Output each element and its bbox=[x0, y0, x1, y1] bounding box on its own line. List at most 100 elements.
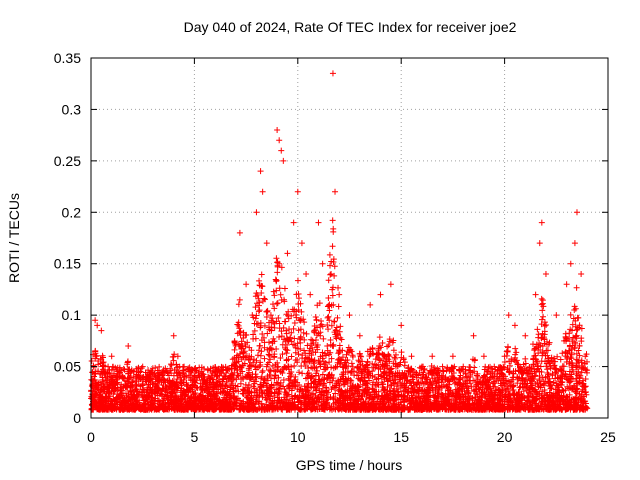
data-point bbox=[157, 390, 164, 397]
data-point bbox=[359, 405, 366, 412]
data-point bbox=[538, 295, 545, 302]
data-point bbox=[322, 365, 329, 372]
data-point bbox=[330, 228, 337, 235]
data-point bbox=[237, 351, 244, 358]
data-point bbox=[292, 404, 299, 411]
data-point bbox=[127, 374, 134, 381]
data-point bbox=[326, 404, 333, 411]
data-point bbox=[276, 285, 283, 292]
data-point bbox=[354, 384, 361, 391]
data-point bbox=[391, 354, 398, 361]
data-point bbox=[569, 321, 576, 328]
data-point bbox=[183, 373, 190, 380]
data-point bbox=[163, 368, 170, 375]
data-point bbox=[409, 374, 416, 381]
data-point bbox=[249, 371, 256, 378]
data-point bbox=[235, 301, 242, 308]
data-point bbox=[265, 324, 272, 331]
data-point bbox=[228, 373, 235, 380]
data-point bbox=[264, 307, 271, 314]
data-point bbox=[400, 356, 407, 363]
data-point bbox=[286, 377, 293, 384]
data-point bbox=[280, 376, 287, 383]
data-point bbox=[552, 393, 559, 400]
data-point bbox=[364, 348, 371, 355]
data-point bbox=[179, 396, 186, 403]
data-point bbox=[436, 367, 443, 374]
data-point bbox=[349, 353, 356, 360]
data-point bbox=[533, 396, 540, 403]
data-point bbox=[228, 395, 235, 402]
data-point bbox=[223, 382, 230, 389]
data-point bbox=[476, 386, 483, 393]
data-point bbox=[374, 381, 381, 388]
data-point bbox=[295, 351, 302, 358]
data-point bbox=[328, 322, 335, 329]
data-point bbox=[351, 368, 358, 375]
data-point bbox=[292, 382, 299, 389]
data-point bbox=[429, 387, 436, 394]
data-point bbox=[295, 295, 302, 302]
data-point bbox=[231, 346, 238, 353]
data-point bbox=[517, 383, 524, 390]
data-point bbox=[464, 377, 471, 384]
data-point bbox=[304, 387, 311, 394]
data-point bbox=[510, 382, 517, 389]
data-point bbox=[278, 328, 285, 335]
data-point bbox=[288, 329, 295, 336]
data-point bbox=[441, 396, 448, 403]
data-point bbox=[472, 390, 479, 397]
data-point bbox=[388, 382, 395, 389]
data-point bbox=[438, 372, 445, 379]
data-point bbox=[576, 379, 583, 386]
data-point bbox=[297, 346, 304, 353]
data-point bbox=[248, 362, 255, 369]
data-point bbox=[135, 390, 142, 397]
data-point bbox=[265, 339, 272, 346]
data-point bbox=[313, 370, 320, 377]
data-point bbox=[545, 378, 552, 385]
data-point bbox=[443, 382, 450, 389]
data-point bbox=[399, 406, 406, 413]
data-point bbox=[476, 393, 483, 400]
data-point bbox=[346, 401, 353, 408]
data-point bbox=[423, 374, 430, 381]
data-point bbox=[174, 364, 181, 371]
data-point bbox=[281, 285, 288, 292]
data-point bbox=[278, 405, 285, 412]
data-point bbox=[539, 313, 546, 320]
data-point bbox=[238, 356, 245, 363]
data-point bbox=[270, 288, 277, 295]
data-point bbox=[474, 378, 481, 385]
data-point bbox=[324, 322, 331, 329]
data-point bbox=[546, 406, 553, 413]
data-point bbox=[345, 344, 352, 351]
data-point bbox=[127, 383, 134, 390]
data-point bbox=[337, 323, 344, 330]
data-point bbox=[386, 358, 393, 365]
data-point bbox=[178, 385, 185, 392]
data-point bbox=[325, 326, 332, 333]
data-point bbox=[231, 369, 238, 376]
data-point bbox=[171, 366, 178, 373]
data-point bbox=[312, 349, 319, 356]
data-point bbox=[523, 384, 530, 391]
data-point bbox=[311, 323, 318, 330]
data-point bbox=[333, 335, 340, 342]
data-point bbox=[347, 383, 354, 390]
data-point bbox=[330, 343, 337, 350]
data-point bbox=[539, 307, 546, 314]
data-point bbox=[480, 404, 487, 411]
data-point bbox=[386, 336, 393, 343]
data-point bbox=[542, 374, 549, 381]
data-point bbox=[113, 366, 120, 373]
data-point bbox=[544, 338, 551, 345]
data-point bbox=[485, 390, 492, 397]
data-point bbox=[271, 375, 278, 382]
data-point bbox=[330, 375, 337, 382]
data-point bbox=[266, 345, 273, 352]
data-point bbox=[329, 217, 336, 224]
data-point bbox=[244, 385, 251, 392]
data-point bbox=[317, 322, 324, 329]
data-point bbox=[366, 353, 373, 360]
